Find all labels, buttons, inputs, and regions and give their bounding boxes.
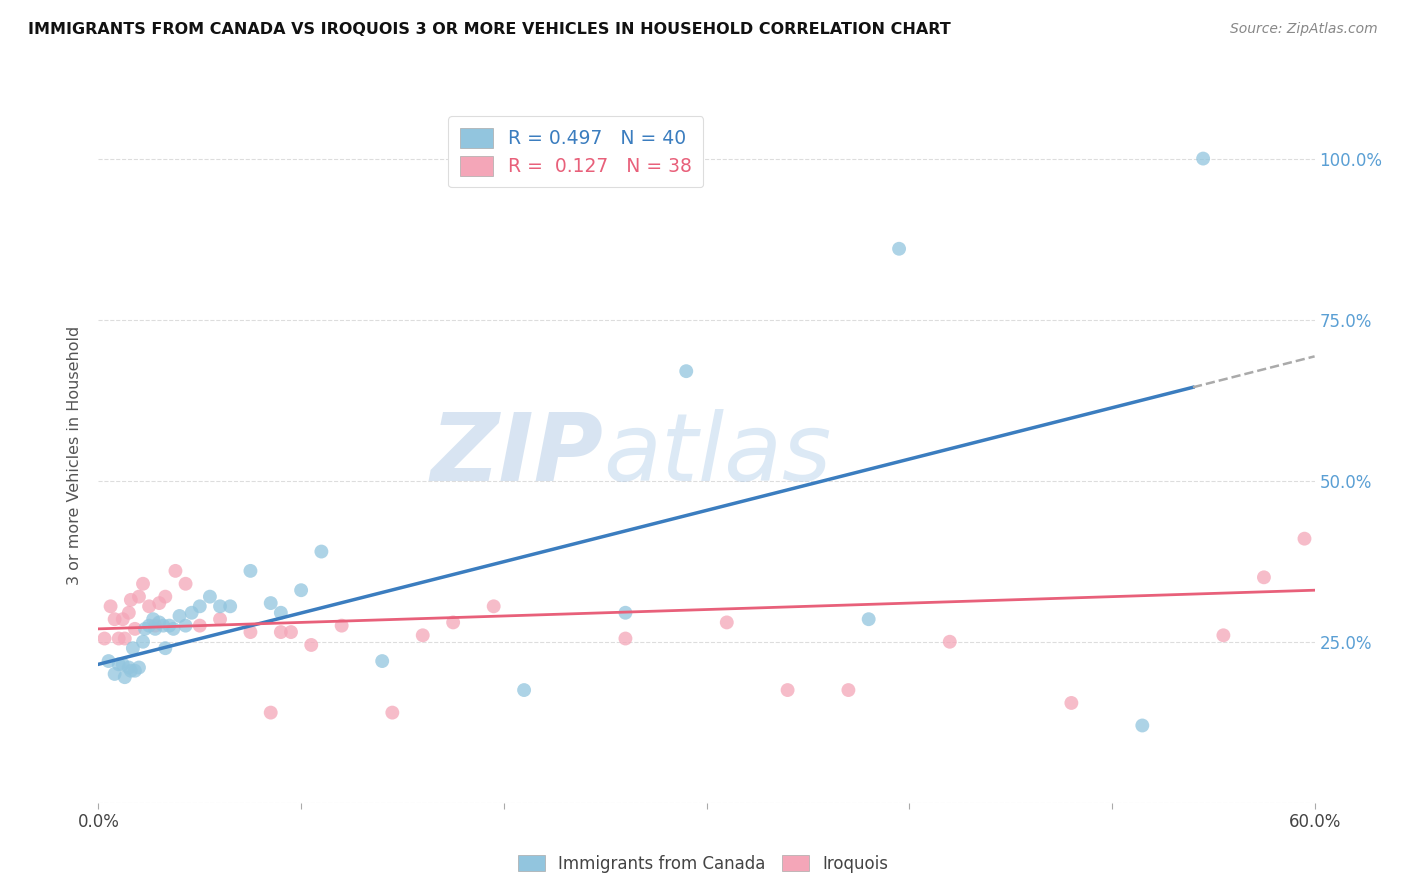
Point — [1130, 718, 1153, 732]
Point — [165, 564, 187, 578]
Point — [614, 632, 637, 646]
Point — [128, 660, 150, 674]
Text: ZIP: ZIP — [430, 409, 603, 501]
Point — [614, 606, 637, 620]
Point — [111, 612, 134, 626]
Point — [260, 706, 283, 720]
Point — [104, 667, 127, 681]
Point — [143, 618, 166, 632]
Point — [188, 599, 211, 614]
Point — [239, 564, 262, 578]
Point — [270, 606, 292, 620]
Point — [148, 615, 170, 630]
Point — [132, 576, 155, 591]
Point — [118, 606, 141, 620]
Point — [280, 625, 302, 640]
Point — [142, 612, 165, 626]
Point — [1212, 628, 1234, 642]
Point — [120, 664, 142, 678]
Point — [134, 622, 156, 636]
Point — [152, 618, 174, 632]
Point — [1060, 696, 1083, 710]
Point — [198, 590, 221, 604]
Point — [122, 641, 145, 656]
Point — [138, 599, 160, 614]
Point — [330, 618, 353, 632]
Point — [107, 632, 129, 646]
Point — [124, 622, 146, 636]
Point — [138, 618, 160, 632]
Point — [837, 683, 859, 698]
Point — [114, 632, 136, 646]
Point — [93, 632, 115, 646]
Text: IMMIGRANTS FROM CANADA VS IROQUOIS 3 OR MORE VEHICLES IN HOUSEHOLD CORRELATION C: IMMIGRANTS FROM CANADA VS IROQUOIS 3 OR … — [28, 22, 950, 37]
Point — [111, 657, 134, 672]
Point — [188, 618, 211, 632]
Y-axis label: 3 or more Vehicles in Household: 3 or more Vehicles in Household — [67, 326, 83, 584]
Point — [128, 590, 150, 604]
Point — [260, 596, 283, 610]
Point — [100, 599, 122, 614]
Point — [1253, 570, 1275, 584]
Point — [209, 599, 232, 614]
Point — [513, 683, 536, 698]
Point — [174, 576, 197, 591]
Point — [371, 654, 394, 668]
Point — [120, 592, 142, 607]
Point — [209, 612, 232, 626]
Point — [1192, 152, 1215, 166]
Point — [441, 615, 464, 630]
Point — [675, 364, 697, 378]
Legend: Immigrants from Canada, Iroquois: Immigrants from Canada, Iroquois — [512, 848, 894, 880]
Point — [412, 628, 434, 642]
Point — [887, 242, 910, 256]
Point — [107, 657, 129, 672]
Point — [482, 599, 505, 614]
Point — [132, 634, 155, 648]
Point — [155, 590, 177, 604]
Text: Source: ZipAtlas.com: Source: ZipAtlas.com — [1230, 22, 1378, 37]
Point — [939, 634, 962, 648]
Legend: R = 0.497   N = 40, R =  0.127   N = 38: R = 0.497 N = 40, R = 0.127 N = 38 — [449, 117, 703, 187]
Point — [157, 618, 180, 632]
Point — [114, 670, 136, 684]
Point — [1294, 532, 1316, 546]
Point — [180, 606, 202, 620]
Point — [162, 622, 184, 636]
Point — [239, 625, 262, 640]
Text: atlas: atlas — [603, 409, 831, 500]
Point — [169, 609, 191, 624]
Point — [716, 615, 738, 630]
Point — [155, 641, 177, 656]
Point — [124, 664, 146, 678]
Point — [290, 583, 312, 598]
Point — [148, 596, 170, 610]
Point — [776, 683, 799, 698]
Point — [270, 625, 292, 640]
Point — [104, 612, 127, 626]
Point — [174, 618, 197, 632]
Point — [858, 612, 880, 626]
Point — [219, 599, 242, 614]
Point — [97, 654, 120, 668]
Point — [143, 622, 166, 636]
Point — [118, 660, 141, 674]
Point — [381, 706, 404, 720]
Point — [299, 638, 322, 652]
Point — [311, 544, 333, 558]
